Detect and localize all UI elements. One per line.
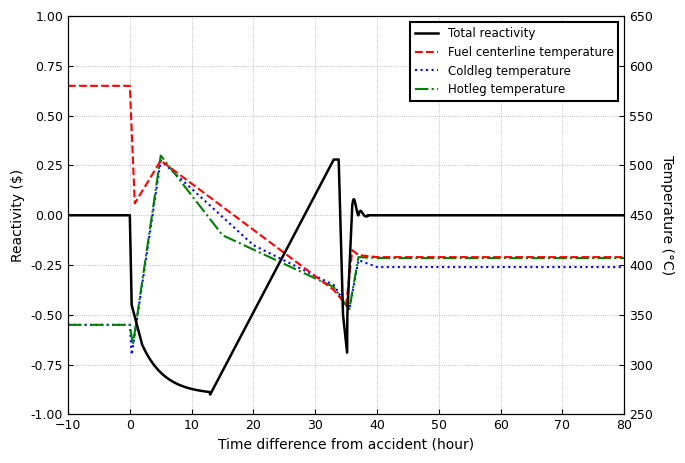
Legend: Total reactivity, Fuel centerline temperature, Coldleg temperature, Hotleg tempe: Total reactivity, Fuel centerline temper… [410,22,619,101]
Y-axis label: Temperature (°C): Temperature (°C) [660,155,674,275]
X-axis label: Time difference from accident (hour): Time difference from accident (hour) [218,438,474,452]
Y-axis label: Reactivity ($): Reactivity ($) [11,169,25,262]
